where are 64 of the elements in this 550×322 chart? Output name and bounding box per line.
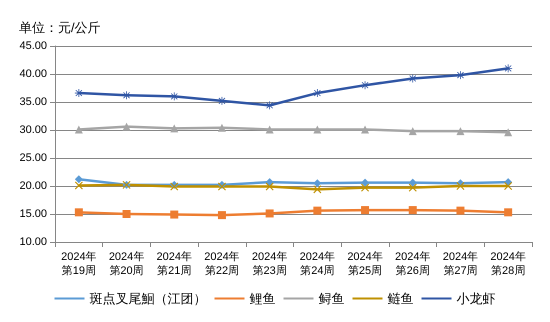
- y-tick-label: 15.00: [19, 208, 47, 220]
- point: [361, 184, 370, 192]
- y-tick-label: 40.00: [19, 68, 47, 80]
- point: [456, 206, 464, 215]
- x-tick-label: 2024年第19周: [61, 251, 97, 277]
- point: [218, 211, 226, 220]
- point: [408, 184, 417, 192]
- x-tick-label: 2024年第23周: [252, 251, 288, 277]
- x-tick-label: 2024年第24周: [300, 251, 336, 277]
- point: [361, 206, 370, 214]
- point: [456, 127, 464, 136]
- point: [218, 124, 226, 132]
- point: [456, 71, 464, 80]
- point: [504, 208, 512, 216]
- point: [313, 125, 322, 134]
- x-tick-label: 2024年第22周: [204, 251, 240, 277]
- point: [504, 128, 512, 136]
- x-tick-label: 2024年第27周: [442, 251, 478, 277]
- point: [504, 64, 512, 72]
- point: [170, 124, 178, 132]
- point: [74, 125, 83, 134]
- chart-title: 单位：元/公斤: [19, 20, 101, 35]
- point: [456, 182, 464, 190]
- point: [408, 127, 417, 136]
- x-tick-label: 2024年第20周: [108, 251, 144, 277]
- point: [74, 175, 83, 184]
- point: [266, 209, 274, 218]
- point: [504, 182, 512, 190]
- point: [266, 182, 274, 191]
- legend-label: 斑点叉尾鮰（江团）: [90, 291, 206, 306]
- point: [313, 185, 322, 194]
- y-tick-label: 35.00: [19, 96, 47, 108]
- legend-label: 鲤鱼: [250, 291, 276, 306]
- point: [266, 125, 274, 134]
- point: [361, 125, 370, 134]
- point: [122, 210, 131, 218]
- point: [313, 89, 322, 98]
- point: [408, 178, 417, 187]
- point: [361, 81, 370, 90]
- point: [122, 91, 131, 100]
- y-tick-label: 30.00: [19, 124, 47, 136]
- legend-label: 小龙虾: [456, 291, 496, 306]
- point: [408, 74, 417, 82]
- x-tick-label: 2024年第26周: [395, 251, 430, 277]
- y-tick-label: 25.00: [19, 152, 47, 164]
- point: [313, 179, 322, 188]
- point: [170, 210, 178, 219]
- x-tick-label: 2024年第21周: [156, 251, 192, 277]
- y-tick-label: 45.00: [19, 40, 47, 52]
- point: [313, 206, 322, 215]
- legend-label: 鲢鱼: [388, 291, 414, 306]
- y-tick-label: 10.00: [19, 236, 47, 248]
- point: [170, 92, 178, 100]
- y-tick-label: 20.00: [19, 180, 47, 192]
- legend-label: 鲟鱼: [318, 291, 344, 306]
- x-tick-label: 2024年第25周: [347, 251, 383, 277]
- x-tick-label: 2024年第28周: [490, 251, 526, 277]
- point: [74, 208, 83, 216]
- point: [122, 122, 131, 131]
- point: [74, 181, 83, 190]
- point: [408, 206, 417, 214]
- point: [266, 101, 274, 110]
- point: [74, 89, 83, 98]
- point: [218, 96, 226, 105]
